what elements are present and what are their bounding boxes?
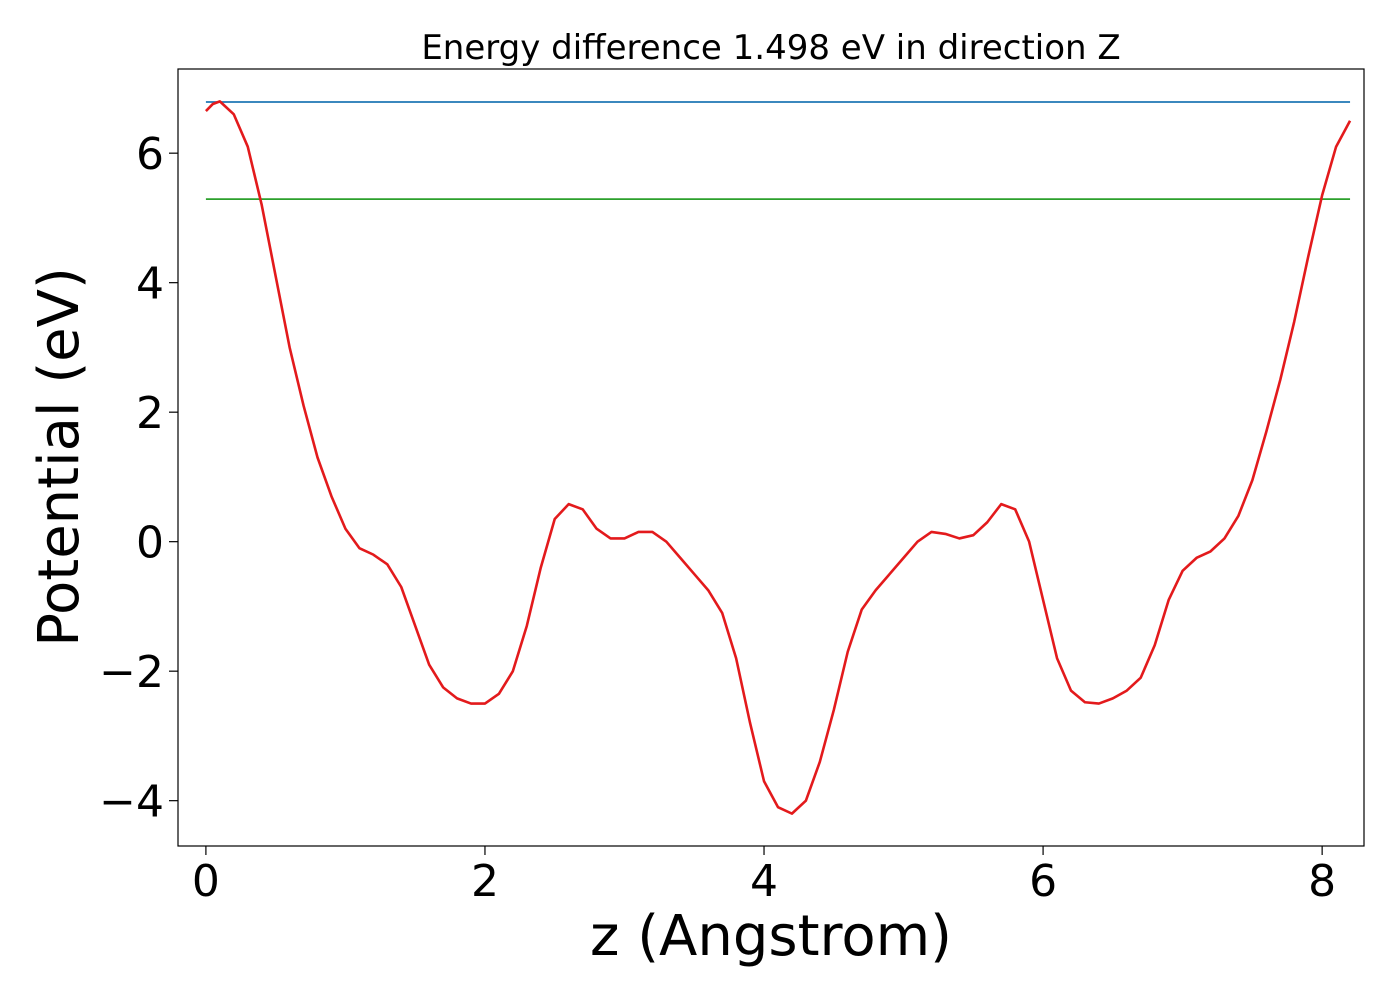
x-axis-ticks: 0 2 4 6 8 [192,846,1336,907]
plot-frame [177,68,1365,847]
x-tick-label: 4 [750,856,778,907]
y-tick-label: 0 [136,518,164,569]
y-tick-label: 2 [136,388,164,439]
x-tick-label: 6 [1029,856,1057,907]
series-layer [204,100,1352,815]
y-axis-label: Potential (eV) [27,267,92,647]
plot-area: 0 2 4 6 8 −4 −2 0 2 4 6 [99,68,1365,907]
x-tick-label: 0 [192,856,220,907]
chart-title: Energy difference 1.498 eV in direction … [421,28,1120,68]
y-axis-ticks: −4 −2 0 2 4 6 [99,129,178,828]
x-tick-label: 8 [1308,856,1336,907]
y-tick-label: −4 [99,777,164,828]
y-tick-label: 6 [136,129,164,180]
y-tick-label: −2 [99,647,164,698]
y-tick-label: 4 [136,259,164,310]
x-axis-label: z (Angstrom) [590,904,952,969]
x-tick-label: 2 [471,856,499,907]
series-line-2 [204,100,1352,815]
